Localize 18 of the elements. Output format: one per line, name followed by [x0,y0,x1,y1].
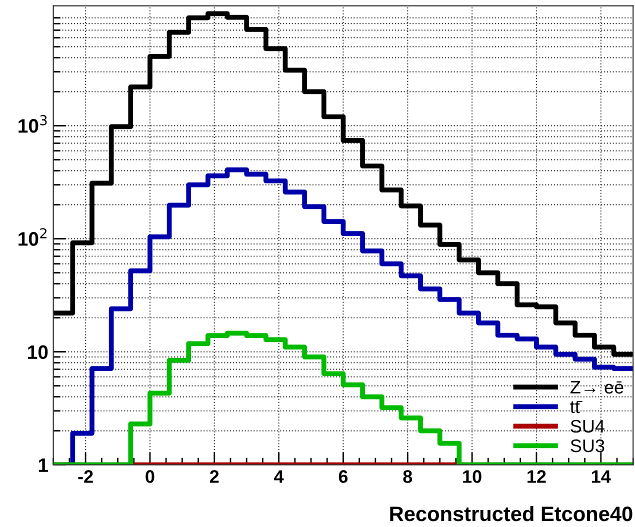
legend-label: SU3 [570,439,604,452]
x-tick-label: 2 [210,470,219,483]
x-tick-label: 6 [338,470,348,483]
x-tick-label: 14 [592,470,611,483]
x-tick-label: 10 [463,470,482,483]
y-tick-label: 1 [38,458,48,472]
x-tick-label: -2 [78,470,93,483]
y-tick-label: 10$^{2}$ [18,228,46,246]
x-axis-title: Reconstructed Etcone40 [390,506,632,522]
x-tick-label: 8 [403,470,412,483]
x-tick-label: 12 [528,470,546,483]
x-tick-label: 0 [146,470,154,483]
series-label: Z→ eē [570,381,624,394]
y-tick-label: 10 [28,345,48,360]
legend-label: SU4 [570,420,604,433]
y-tick-label: 10$^{3}$ [18,115,47,133]
series-label: tt̄ [570,400,582,414]
x-tick-label: 4 [274,470,284,483]
